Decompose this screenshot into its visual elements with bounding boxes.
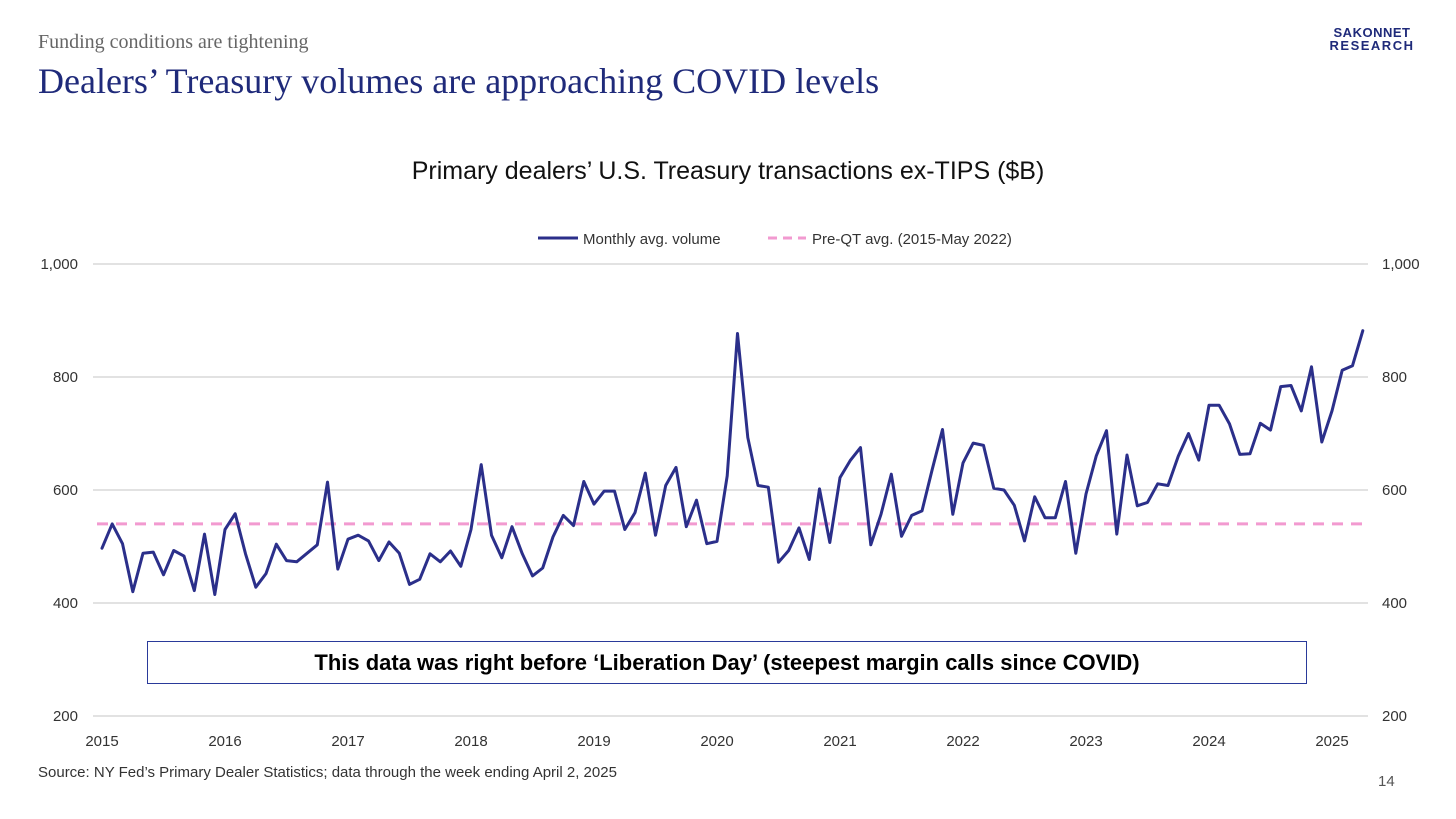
brand-line-2: RESEARCH [1329,38,1415,53]
x-tick-label: 2022 [946,733,979,750]
source-note: Source: NY Fed’s Primary Dealer Statisti… [38,764,617,781]
legend-label-monthly-avg-volume: Monthly avg. volume [583,231,721,248]
y-axis-right: 200 400 600 800 1,000 [1382,256,1420,725]
y-tick-label-right: 600 [1382,482,1407,499]
y-tick-label-right: 200 [1382,708,1407,725]
callout-box: This data was right before ‘Liberation D… [147,641,1307,684]
brand-line-1: SAKONNET [1333,25,1411,40]
x-tick-label: 2016 [208,733,241,750]
x-tick-label: 2019 [577,733,610,750]
x-tick-label: 2023 [1069,733,1102,750]
chart-legend: Monthly avg. volume Pre-QT avg. (2015-May… [538,231,1012,248]
y-tick-label-left: 1,000 [40,256,78,273]
slide-kicker: Funding conditions are tightening [38,31,309,53]
x-axis: 2015 2016 2017 2018 2019 2020 2021 2022 2023 2024… [85,733,1348,750]
x-tick-label: 2017 [331,733,364,750]
x-tick-label: 2025 [1315,733,1348,750]
y-tick-label-right: 400 [1382,595,1407,612]
page-number: 14 [1378,773,1395,790]
y-tick-label-left: 600 [53,482,78,499]
callout-text: This data was right before ‘Liberation D… [314,649,1140,675]
slide-headline: Dealers’ Treasury volumes are approachin… [38,61,880,101]
x-tick-label: 2015 [85,733,118,750]
y-tick-label-right: 1,000 [1382,256,1420,273]
legend-label-pre-qt-avg: Pre-QT avg. (2015-May 2022) [812,231,1012,248]
x-tick-label: 2024 [1192,733,1225,750]
x-tick-label: 2020 [700,733,733,750]
y-axis-left: 200 400 600 800 1,000 [40,256,78,725]
series-layer [97,329,1365,596]
y-tick-label-left: 400 [53,595,78,612]
x-tick-label: 2018 [454,733,487,750]
x-tick-label: 2021 [823,733,856,750]
series-line-monthly-avg-volume [100,329,1365,596]
chart-title: Primary dealers’ U.S. Treasury transacti… [411,157,1045,185]
y-tick-label-right: 800 [1382,369,1407,386]
y-tick-label-left: 200 [53,708,78,725]
brand-logo: SAKONNET RESEARCH [1326,26,1418,52]
y-tick-label-left: 800 [53,369,78,386]
